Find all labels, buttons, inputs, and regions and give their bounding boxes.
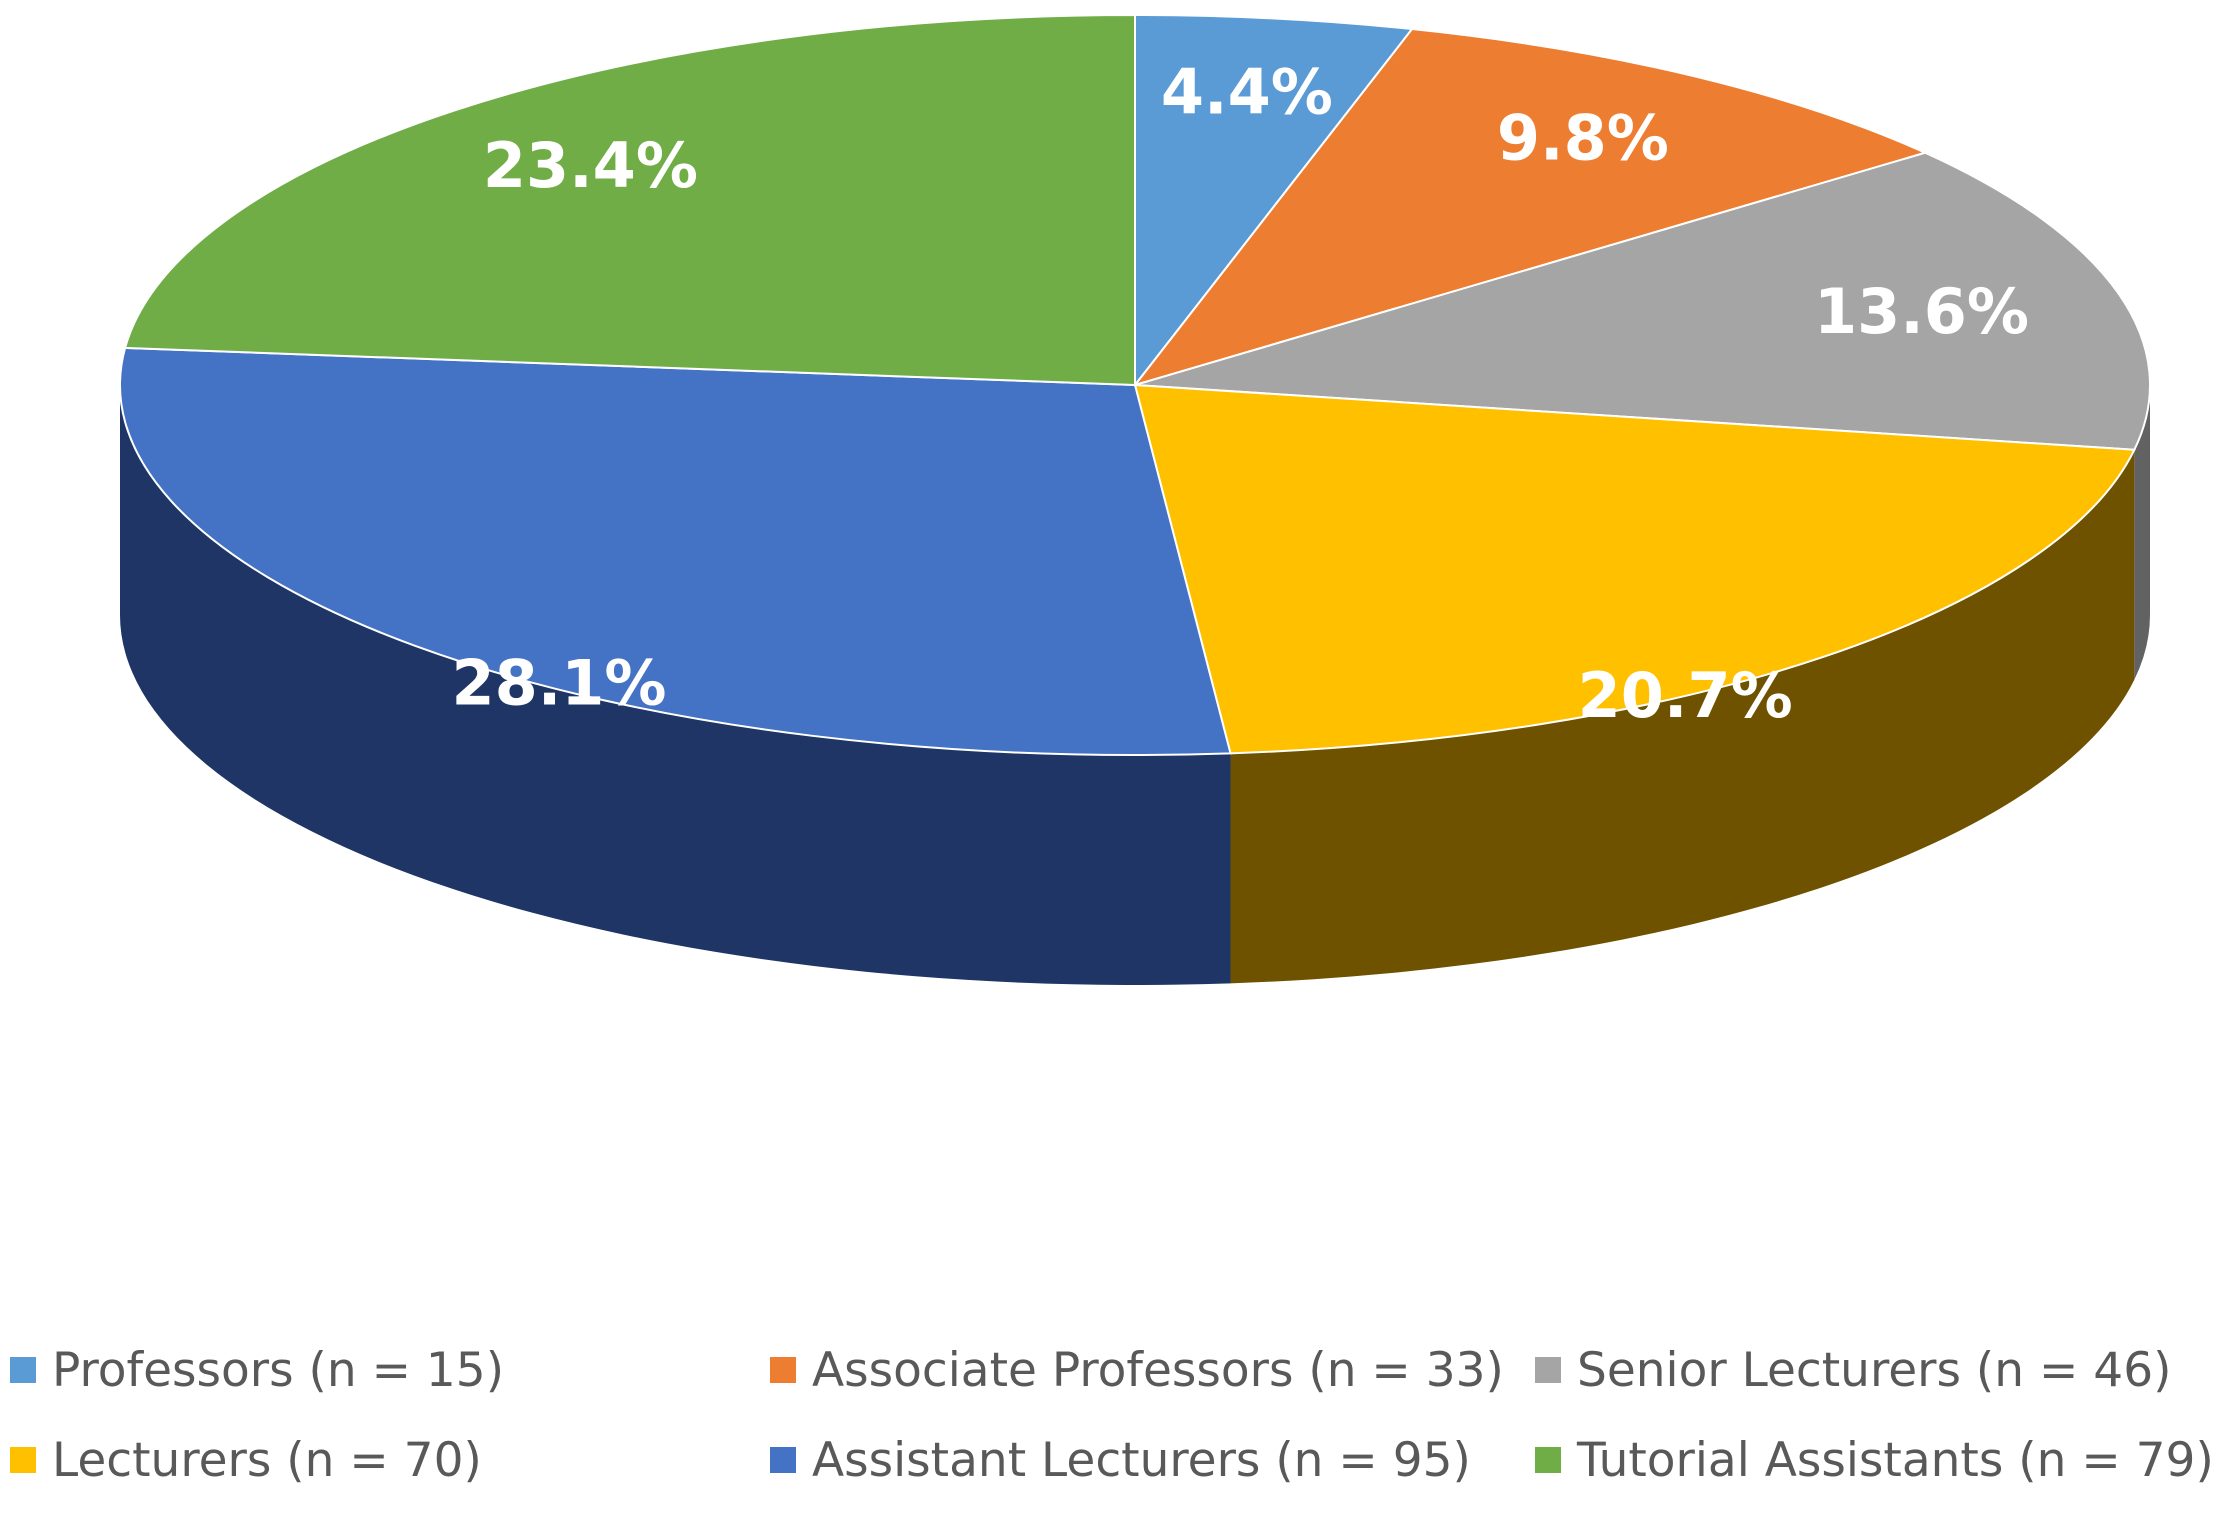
pie-slice-professors [1134,13,1414,388]
pie-label-lecturers: 20.7% [1578,659,1793,732]
legend: Professors (n = 15) Associate Professors … [0,1340,2228,1520]
pie-side-senior-lecturers [2134,385,2150,680]
legend-swatch [770,1357,796,1383]
pie-tops [119,13,2151,756]
pie-labels: 4.4% 9.8% 13.6% 20.7% 28.1% 23.4% [451,55,2029,732]
legend-swatch [1535,1447,1561,1473]
legend-label: Tutorial Assistants (n = 79) [1577,1432,2214,1488]
pie-slice-lecturers [1133,383,2136,755]
legend-swatch [10,1357,36,1383]
pie-label-tutorial-assistants: 23.4% [483,129,698,202]
legend-item-professors: Professors (n = 15) [10,1340,504,1400]
pie-label-associate-professors: 9.8% [1497,102,1669,175]
legend-item-assistant-lecturers: Assistant Lecturers (n = 95) [770,1430,1471,1490]
pie-slice-assistant-lecturers [119,346,1232,756]
legend-swatch [10,1447,36,1473]
pie-label-senior-lecturers: 13.6% [1814,275,2029,348]
legend-label: Professors (n = 15) [52,1342,505,1398]
legend-label: Associate Professors (n = 33) [812,1342,1504,1398]
pie-slice-associate-professors [1132,27,1929,387]
pie-slice-senior-lecturers [1134,151,2151,451]
legend-swatch [770,1447,796,1473]
pie-label-professors: 4.4% [1161,55,1333,128]
pie-side-assistant-lecturers [120,385,1231,986]
legend-label: Lecturers (n = 70) [52,1432,482,1488]
legend-item-tutorial-assistants: Tutorial Assistants (n = 79) [1535,1430,2214,1490]
pie-side-lecturers [1230,449,2135,984]
pie-sides [120,385,2150,986]
legend-item-senior-lecturers: Senior Lecturers (n = 46) [1535,1340,2171,1400]
legend-item-associate-professors: Associate Professors (n = 33) [770,1340,1504,1400]
legend-label: Assistant Lecturers (n = 95) [812,1432,1471,1488]
legend-label: Senior Lecturers (n = 46) [1577,1342,2172,1398]
legend-swatch [1535,1357,1561,1383]
legend-item-lecturers: Lecturers (n = 70) [10,1430,482,1490]
pie-label-assistant-lecturers: 28.1% [451,646,666,719]
pie-slice-tutorial-assistants [123,13,1136,387]
